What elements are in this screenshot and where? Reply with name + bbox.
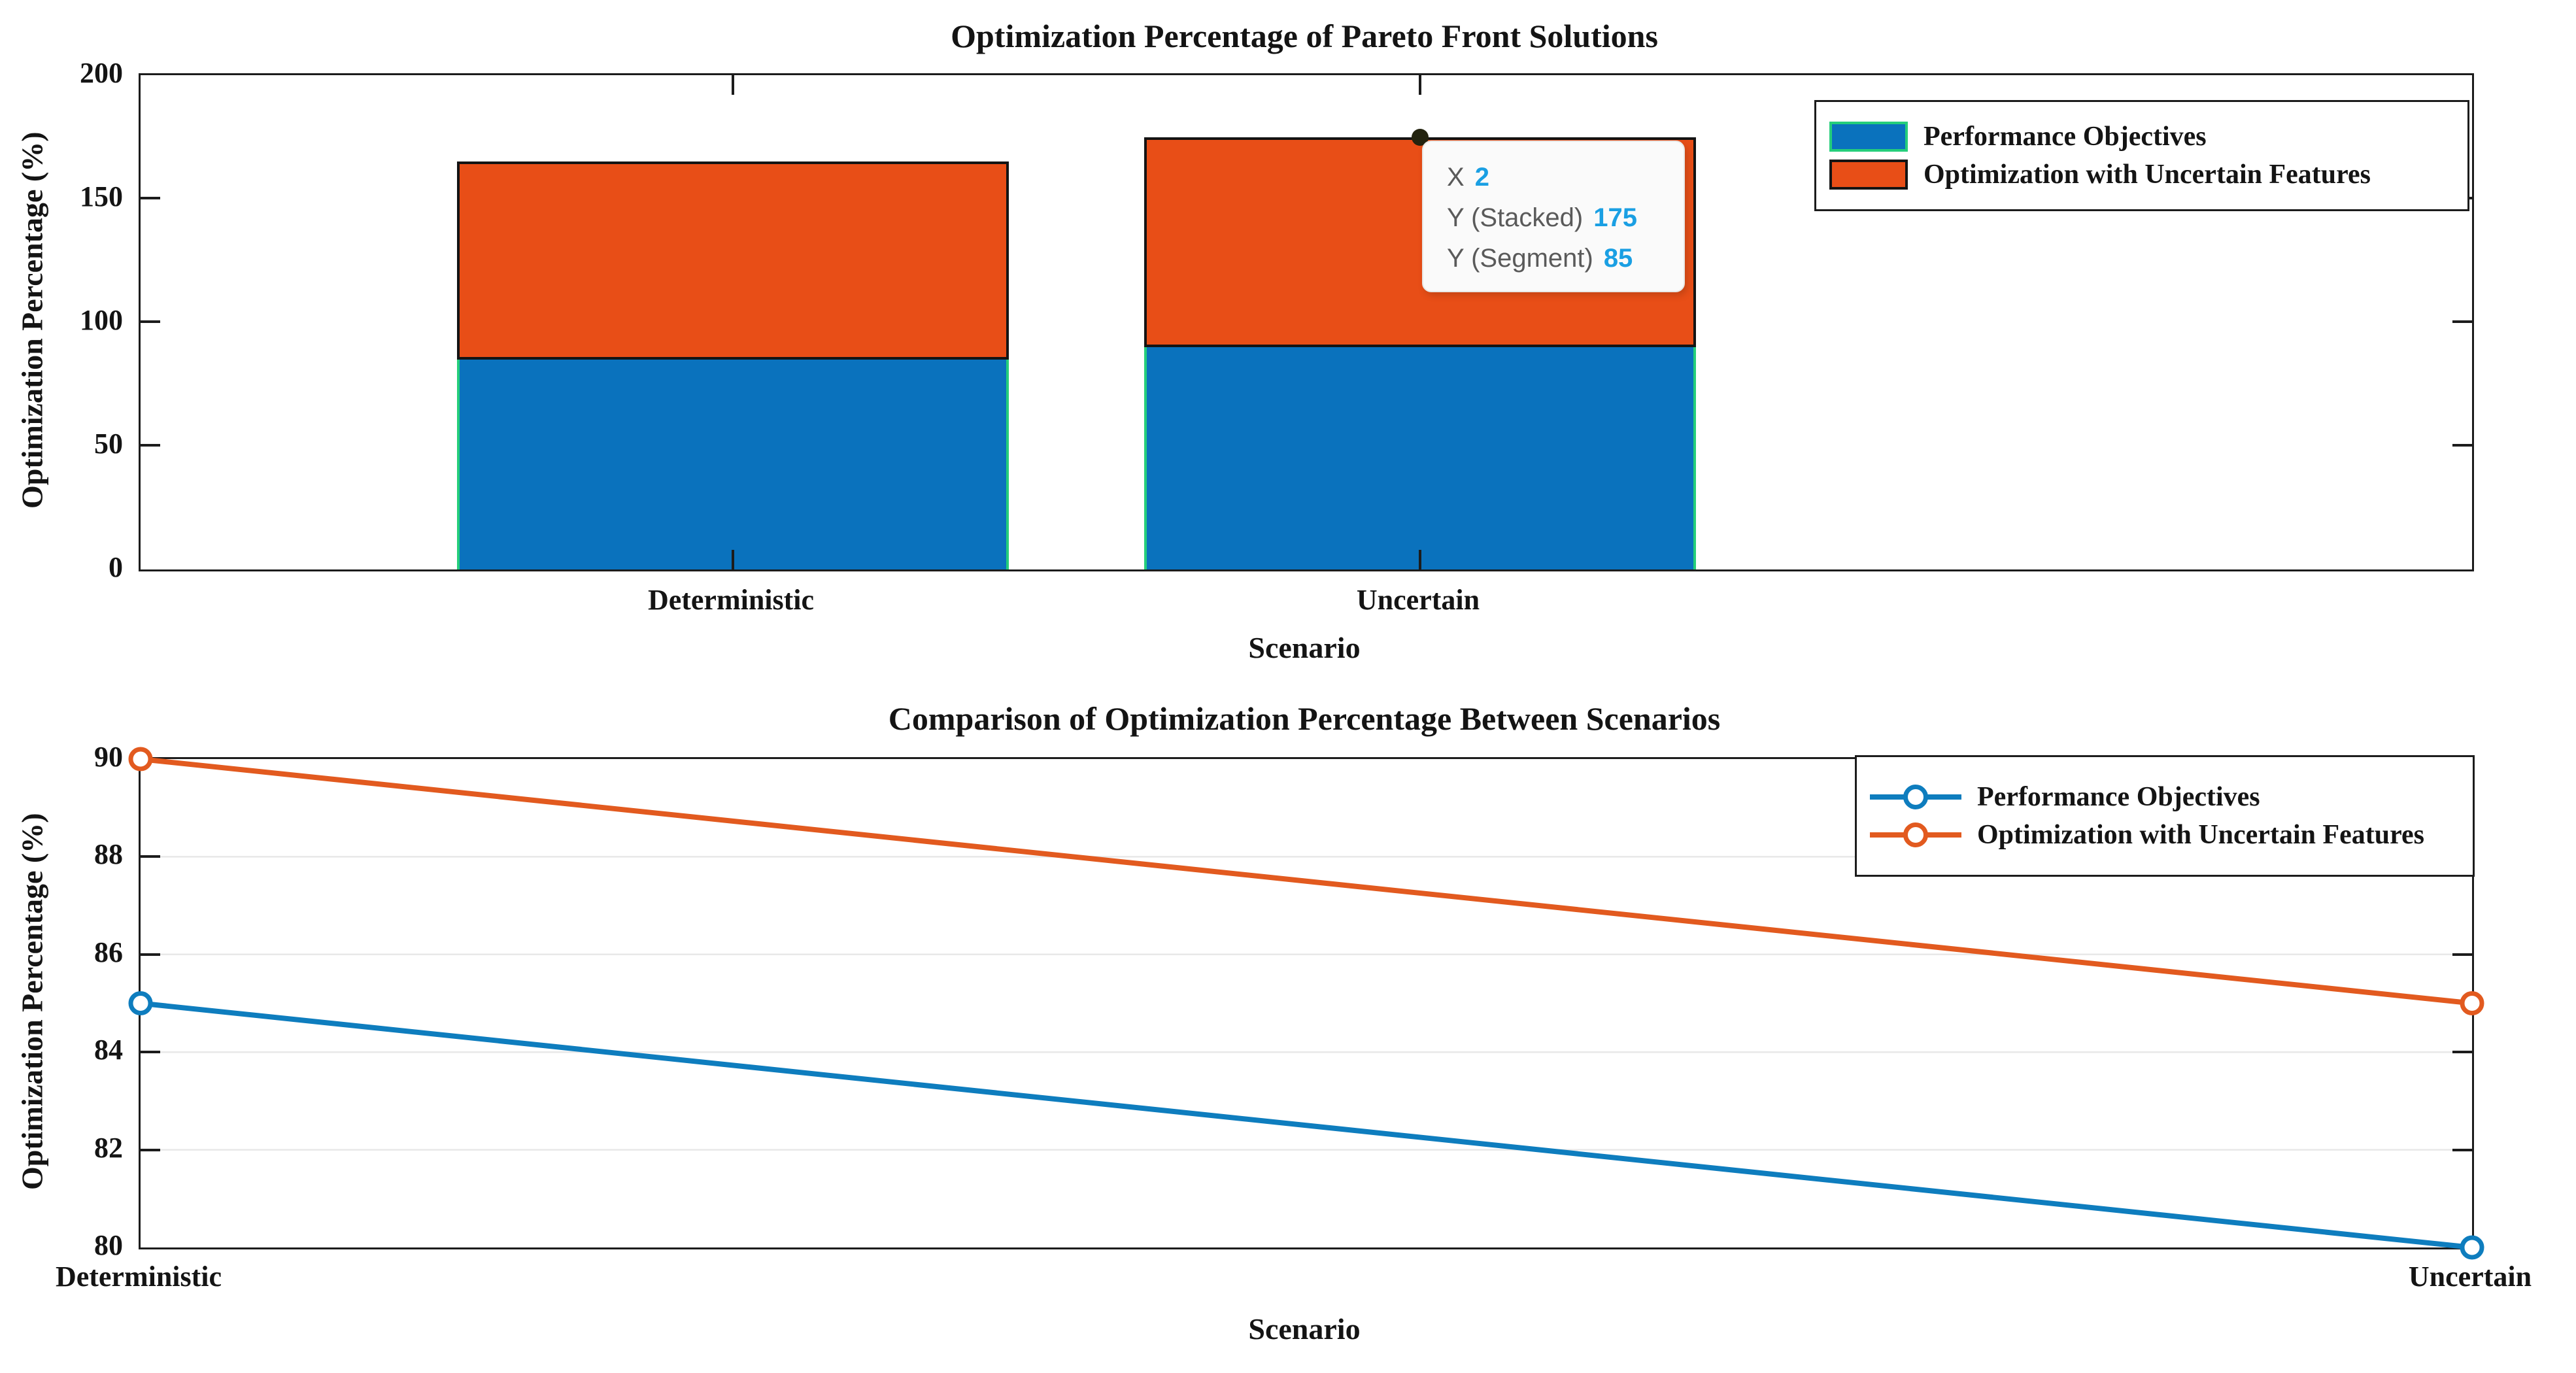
x-tick-label: Deterministic (55, 1261, 222, 1293)
axis-tick (2452, 320, 2472, 323)
axis-tick (141, 320, 160, 323)
axis-tick (1419, 75, 1422, 95)
data-point-marker[interactable] (2460, 991, 2484, 1015)
bar-deterministic[interactable] (456, 75, 1009, 569)
legend-item[interactable]: Performance Objectives (1870, 781, 2460, 813)
plot-area: X 2 Y (Stacked) 175 Y (Segment) 85 Perfo… (139, 73, 2474, 571)
y-tick-label: 50 (94, 428, 123, 460)
legend-swatch-uncertain-features (1829, 160, 1908, 190)
axis-tick (141, 197, 160, 199)
y-axis-label: Optimization Percentage (%) (15, 813, 49, 1190)
axis-tick (1419, 550, 1422, 569)
datatip-label: Y (Segment) (1447, 244, 1593, 273)
data-point-marker[interactable] (128, 747, 153, 771)
y-tick-label: 100 (80, 304, 123, 336)
bar-segment-performance[interactable] (1144, 347, 1696, 569)
y-tick-label: 150 (80, 180, 123, 212)
axis-tick (2452, 1149, 2472, 1151)
legend-line-uncertain-features (1870, 820, 1961, 850)
datatip-label: Y (Stacked) (1447, 203, 1584, 232)
axis-tick (141, 1051, 160, 1053)
axis-tick (731, 75, 734, 95)
y-tick-label: 200 (80, 57, 123, 89)
bar-segment-performance[interactable] (456, 359, 1009, 569)
legend[interactable]: Performance Objectives Optimization with… (1855, 755, 2475, 877)
data-point-marker[interactable] (128, 991, 153, 1015)
datatip-label: X (1447, 163, 1465, 192)
x-axis-label: Scenario (1248, 631, 1361, 664)
line-series[interactable] (140, 1000, 2473, 1250)
datatip-value: 2 (1474, 163, 1489, 192)
plot-area: Performance Objectives Optimization with… (128, 747, 2484, 1260)
legend-label: Optimization with Uncertain Features (1977, 820, 2424, 850)
y-tick-label: 84 (94, 1034, 123, 1066)
circle-marker-icon (1903, 822, 1928, 847)
legend-label: Performance Objectives (1977, 782, 2260, 812)
circle-marker-icon (1903, 785, 1928, 809)
axis-tick (2452, 1051, 2472, 1053)
x-tick-label: Deterministic (647, 584, 815, 616)
line-series-canvas (128, 747, 2484, 1260)
axis-tick (141, 1149, 160, 1151)
x-tick-label: Uncertain (1356, 584, 1480, 616)
chart-title: Optimization Percentage of Pareto Front … (951, 18, 1658, 54)
axis-tick (141, 953, 160, 956)
datatip-value: 85 (1603, 244, 1633, 273)
axis-tick (141, 855, 160, 858)
chart-title: Comparison of Optimization Percentage Be… (888, 700, 1721, 737)
legend[interactable]: Performance Objectives Optimization with… (1814, 100, 2469, 211)
y-tick-label: 88 (94, 838, 123, 870)
y-tick-label: 90 (94, 741, 123, 773)
y-tick-label: 0 (109, 551, 123, 583)
datatip-value: 175 (1593, 203, 1637, 232)
datatip-row: Y (Segment) 85 (1447, 243, 1664, 274)
legend-label: Performance Objectives (1924, 122, 2207, 152)
y-tick-label: 80 (94, 1229, 123, 1261)
datatip-row: X 2 (1447, 161, 1664, 193)
x-axis-label: Scenario (1248, 1312, 1361, 1346)
axis-tick (141, 444, 160, 447)
legend-label: Optimization with Uncertain Features (1924, 160, 2371, 190)
axis-tick (731, 550, 734, 569)
axis-tick (2452, 444, 2472, 447)
legend-item[interactable]: Optimization with Uncertain Features (1829, 159, 2454, 190)
legend-swatch-performance (1829, 122, 1908, 152)
datatip-row: Y (Stacked) 175 (1447, 202, 1664, 233)
legend-item[interactable]: Performance Objectives (1829, 121, 2454, 152)
y-tick-label: 86 (94, 936, 123, 968)
bar-segment-uncertain-features[interactable] (456, 161, 1009, 360)
axis-tick (2452, 953, 2472, 956)
legend-line-performance (1870, 782, 1961, 812)
line-series[interactable] (140, 756, 2473, 1006)
data-point-marker[interactable] (2460, 1235, 2484, 1260)
datatip[interactable]: X 2 Y (Stacked) 175 Y (Segment) 85 (1422, 141, 1685, 292)
legend-item[interactable]: Optimization with Uncertain Features (1870, 819, 2460, 851)
y-tick-label: 82 (94, 1132, 123, 1164)
x-tick-label: Uncertain (2408, 1261, 2532, 1293)
